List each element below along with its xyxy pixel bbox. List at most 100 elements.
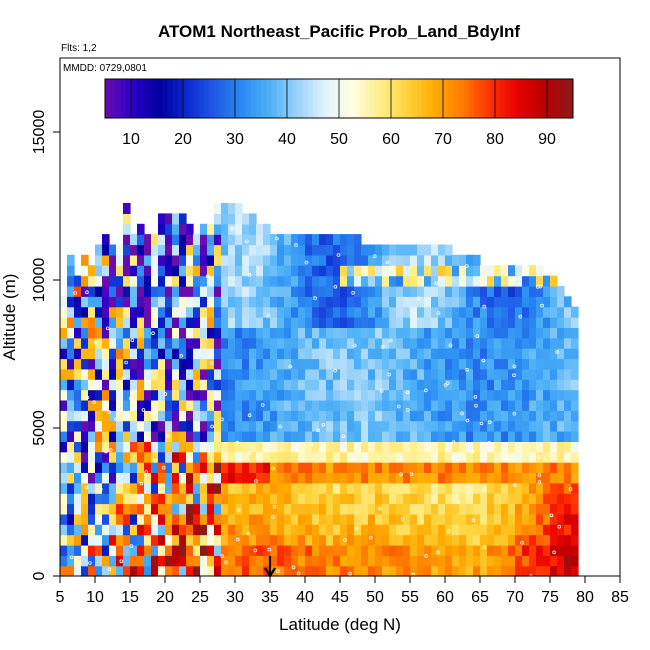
colorbar-segment <box>344 79 350 118</box>
sample-point <box>163 392 168 396</box>
heat-cell <box>382 317 390 328</box>
heat-cell <box>186 244 194 256</box>
heat-cell <box>375 244 383 256</box>
sample-point <box>465 264 469 268</box>
heat-cell <box>123 389 131 401</box>
heat-cell <box>396 565 404 577</box>
heat-cell <box>235 337 243 349</box>
heat-cell <box>571 451 579 463</box>
heat-cell <box>459 441 467 453</box>
heat-cell <box>158 265 166 277</box>
heat-cell <box>67 254 75 266</box>
sample-point <box>352 343 357 348</box>
heat-cell <box>172 431 180 442</box>
colorbar-segment <box>536 79 543 118</box>
heat-cell <box>109 513 117 525</box>
heat-cell <box>102 524 110 536</box>
heat-cell <box>193 275 201 287</box>
heat-cell <box>172 234 180 246</box>
heat-cell <box>151 317 159 328</box>
heat-cell <box>536 565 544 577</box>
colorbar-tick-label: 40 <box>278 131 296 148</box>
heat-cell <box>200 296 208 308</box>
heat-cell <box>88 451 96 463</box>
heat-cell <box>522 337 530 349</box>
heat-cell <box>347 420 355 432</box>
heat-cell <box>557 327 565 339</box>
heat-cell <box>403 524 411 536</box>
heat-cell <box>480 420 488 432</box>
heat-cell <box>249 410 257 422</box>
heat-cell <box>263 482 271 494</box>
heat-cell <box>109 534 117 546</box>
heat-cell <box>319 565 327 577</box>
heat-cell <box>340 368 348 380</box>
colorbar-segment <box>557 79 564 118</box>
heat-cell <box>452 306 460 318</box>
heat-cell <box>347 337 355 349</box>
heat-cell <box>494 265 502 277</box>
heat-cell <box>298 524 306 536</box>
heat-cell <box>326 296 334 308</box>
colorbar-segment <box>261 79 267 118</box>
heat-cell <box>277 472 285 484</box>
heat-cell <box>543 275 551 287</box>
heat-cell <box>459 493 467 505</box>
heat-cell <box>88 285 96 297</box>
heat-cell <box>123 462 131 473</box>
heat-cell <box>242 337 250 349</box>
heat-cell <box>473 513 481 525</box>
heat-cell <box>396 265 404 277</box>
heat-cell <box>501 410 509 422</box>
heat-cell <box>445 348 453 360</box>
heat-cell <box>249 379 257 391</box>
colorbar-segment <box>380 79 387 118</box>
heat-cell <box>60 441 68 453</box>
heat-cell <box>235 513 243 525</box>
heat-cell <box>270 513 278 525</box>
heat-cell <box>368 244 376 256</box>
heat-cell <box>214 337 222 349</box>
heat-cell <box>368 431 376 442</box>
heat-cell <box>242 296 250 308</box>
heat-cell <box>508 472 516 484</box>
heat-cell <box>67 524 75 536</box>
heat-cell <box>396 410 404 422</box>
heat-cell <box>193 544 201 556</box>
y-tick-label: 5000 <box>31 410 48 446</box>
heat-cell <box>242 410 250 422</box>
heat-cell <box>165 223 173 235</box>
heat-cell <box>368 358 376 370</box>
heat-cell <box>319 244 327 256</box>
heat-cell <box>158 555 166 567</box>
heat-cell <box>459 296 467 308</box>
heat-cell <box>319 306 327 318</box>
heat-cell <box>550 462 558 473</box>
sample-point <box>321 422 326 427</box>
heat-cell <box>333 337 341 349</box>
heat-cell <box>193 296 201 308</box>
heat-cell <box>417 544 425 556</box>
heat-cell <box>74 317 82 328</box>
heat-cell <box>256 296 264 308</box>
heat-cell <box>109 285 117 297</box>
heat-cell <box>473 399 481 411</box>
colorbar-segment <box>562 79 569 118</box>
heat-cell <box>137 223 145 235</box>
sample-point <box>247 413 252 418</box>
heat-cell <box>445 431 453 442</box>
heat-cell <box>438 348 446 360</box>
heat-cell <box>487 420 495 432</box>
heat-cell <box>137 358 145 370</box>
heat-cell <box>186 337 194 349</box>
heat-cell <box>123 524 131 536</box>
heat-cell <box>242 513 250 525</box>
heat-cell <box>298 337 306 349</box>
heat-cell <box>536 482 544 494</box>
heat-cell <box>368 524 376 536</box>
heat-cell <box>487 368 495 380</box>
heat-cell <box>494 379 502 391</box>
heat-cell <box>508 317 516 328</box>
sample-point <box>446 529 451 533</box>
